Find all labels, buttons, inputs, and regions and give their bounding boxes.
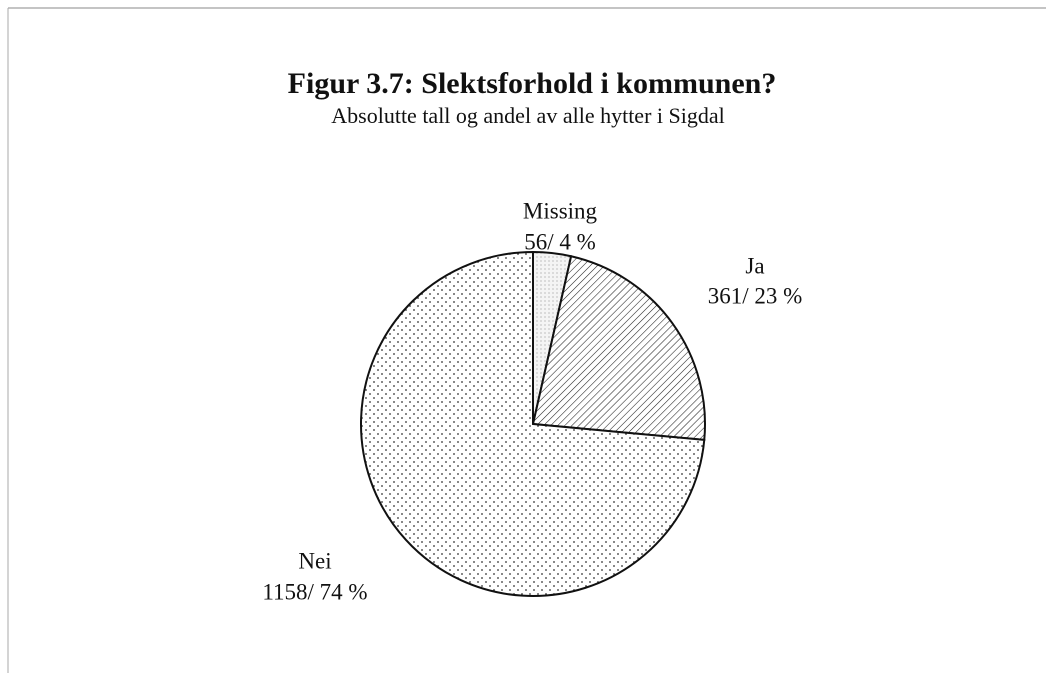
slice-label: Missing [523,198,598,223]
chart-title: Figur 3.7: Slektsforhold i kommunen? [288,67,777,100]
slice-value-label: 56/ 4 % [524,229,596,254]
pie-slice [531,255,706,442]
pie-slice [360,250,706,597]
slice-label: Nei [298,548,331,573]
slice-label: Ja [745,253,764,278]
slice-value-label: 1158/ 74 % [262,579,367,604]
slice-value-label: 361/ 23 % [708,283,803,308]
chart-subtitle: Absolutte tall og andel av alle hytter i… [331,103,724,128]
